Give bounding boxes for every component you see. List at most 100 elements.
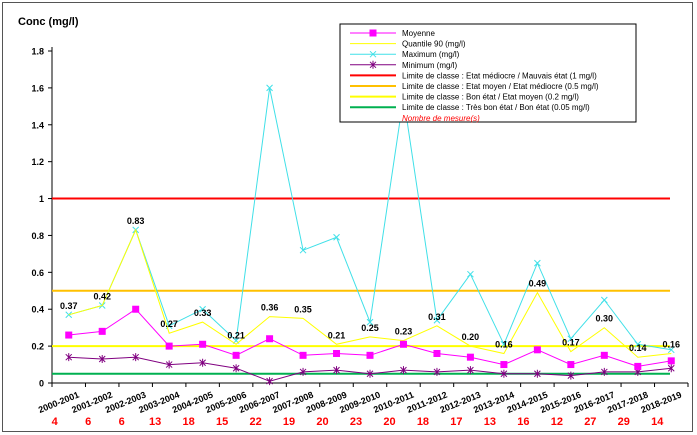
series-point: [600, 296, 608, 304]
measure-count: 17: [450, 416, 462, 428]
data-label: 0.31: [428, 312, 446, 322]
series-point: [232, 351, 240, 359]
data-label: 0.33: [194, 308, 212, 318]
series-point: [199, 358, 206, 367]
series-point: [667, 357, 675, 365]
measure-count: 12: [551, 416, 563, 428]
data-label: 0.14: [629, 343, 647, 353]
y-tick-label: 0.4: [31, 305, 44, 315]
y-tick-label: 0.2: [31, 342, 44, 352]
series-point: [467, 366, 474, 375]
series-point: [667, 346, 675, 354]
series-point: [132, 305, 140, 313]
series-point: [399, 340, 407, 348]
series-point: [433, 349, 441, 357]
series-point: [634, 362, 642, 370]
measure-count: 18: [417, 416, 429, 428]
legend-label: Quantile 90 (mg/l): [402, 40, 466, 49]
series-point: [369, 60, 377, 69]
series-point: [567, 361, 575, 369]
series-line: [68, 87, 672, 351]
series-point: [65, 353, 73, 362]
measure-count: 6: [85, 416, 91, 428]
series-point: [634, 340, 642, 348]
series-point: [299, 351, 307, 359]
series-point: [333, 366, 340, 375]
legend-label: Limite de classe : Très bon état / Bon é…: [402, 103, 590, 112]
measure-count: 27: [584, 416, 596, 428]
measure-count: 20: [383, 416, 395, 428]
series-point: [333, 349, 341, 357]
series-point: [266, 84, 273, 92]
measure-count: 16: [517, 416, 529, 428]
measure-count: 14: [651, 416, 664, 428]
data-label: 0.30: [596, 314, 614, 324]
measure-count: 20: [316, 416, 328, 428]
data-label: 0.23: [395, 327, 413, 337]
y-tick-label: 1.4: [31, 120, 44, 130]
legend-label: Maximum (mg/l): [402, 50, 460, 59]
series-point: [199, 305, 206, 313]
data-label: 0.42: [93, 292, 111, 302]
series-point: [65, 331, 73, 339]
measure-count: 4: [52, 416, 59, 428]
series-point: [534, 369, 541, 378]
series-point: [98, 327, 106, 335]
data-label: 0.21: [227, 330, 245, 340]
series-point: [165, 360, 173, 369]
y-tick-label: 1.2: [31, 157, 44, 167]
series-point: [369, 50, 377, 58]
legend-label: Limite de classe : Etat médiocre / Mauva…: [402, 71, 597, 80]
series-point: [400, 366, 407, 375]
measure-count: 23: [350, 416, 362, 428]
series-point: [667, 364, 675, 373]
measure-count: 22: [249, 416, 261, 428]
series-point: [500, 361, 508, 369]
series-point: [467, 270, 474, 278]
data-label: 0.27: [160, 319, 178, 329]
series-point: [600, 367, 608, 376]
y-tick-label: 0.8: [31, 231, 44, 241]
y-tick-label: 0.6: [31, 268, 44, 278]
series-point: [433, 316, 441, 324]
measure-count: 15: [216, 416, 228, 428]
series-line: [68, 228, 672, 358]
series-point: [132, 353, 140, 362]
series-point: [266, 377, 273, 386]
y-tick-label: 0: [39, 379, 44, 389]
legend-label: Minimum (mg/l): [402, 61, 457, 70]
series-point: [433, 367, 441, 376]
data-label: 0.16: [495, 339, 513, 349]
measure-count: 13: [149, 416, 161, 428]
measure-count: 6: [119, 416, 125, 428]
y-tick-label: 1.6: [31, 83, 44, 93]
series-point: [299, 246, 307, 254]
series-point: [232, 364, 240, 373]
series-point: [98, 355, 106, 364]
measure-count: 19: [283, 416, 295, 428]
legend-label: Moyenne: [402, 29, 435, 38]
data-label: 0.35: [294, 304, 312, 314]
series-point: [165, 342, 173, 350]
legend-label: Limite de classe : Bon état / Etat moyen…: [402, 93, 579, 102]
series-point: [466, 353, 474, 361]
measure-count: 13: [484, 416, 496, 428]
y-tick-label: 1.8: [31, 47, 44, 57]
chart-frame: [2, 2, 693, 432]
series-point: [600, 351, 608, 359]
series-point: [366, 351, 374, 359]
series-point: [333, 233, 340, 241]
legend-box: [339, 23, 637, 123]
measure-count: 29: [618, 416, 630, 428]
series-point: [567, 371, 575, 380]
data-label: 0.49: [529, 279, 547, 289]
data-label: 0.37: [60, 301, 78, 311]
data-label: 0.36: [261, 303, 279, 313]
series-point: [366, 369, 374, 378]
series-point: [500, 369, 508, 378]
series-point: [299, 367, 307, 376]
series-point: [366, 318, 374, 326]
data-label: 0.21: [328, 330, 346, 340]
series-point: [567, 335, 575, 343]
